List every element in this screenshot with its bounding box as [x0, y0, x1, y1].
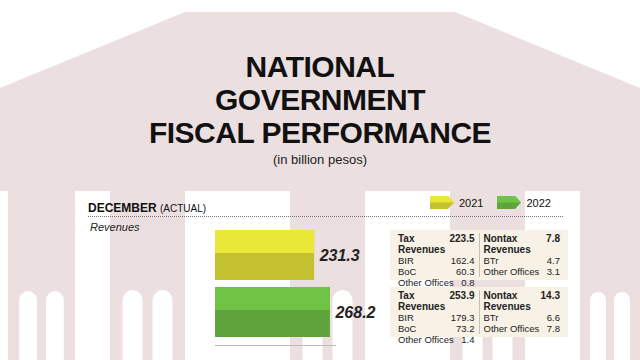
html-text:60.3: 60.3	[456, 266, 475, 277]
html-text:7.8: 7.8	[546, 323, 560, 334]
html-text:1.4: 1.4	[461, 334, 475, 345]
html-text:2022: 2022	[526, 196, 551, 209]
html-text:BIR: BIR	[398, 312, 414, 323]
html-text:253.9: 253.9	[449, 290, 475, 301]
svg-text:268.2: 268.2	[334, 304, 375, 321]
html-text:73.2: 73.2	[456, 323, 475, 334]
html-text:BIR: BIR	[398, 255, 414, 266]
html-text:14.3: 14.3	[540, 290, 560, 301]
html-text:BTr: BTr	[483, 312, 499, 323]
html-text:162.4: 162.4	[450, 255, 475, 266]
html-text:BoC: BoC	[398, 266, 417, 277]
svg-text:231.3: 231.3	[319, 247, 360, 264]
html-text:Revenues: Revenues	[90, 221, 140, 233]
html-text:6.6: 6.6	[546, 312, 560, 323]
html-text:NATIONAL GOVERNMENT FISCAL PER: NATIONAL GOVERNMENT FISCAL PERFORMANCE	[148, 50, 492, 149]
html-text:2021: 2021	[459, 196, 484, 209]
html-text:DECEMBER(ACTUAL): DECEMBER(ACTUAL)	[88, 201, 207, 215]
html-text:179.3: 179.3	[450, 312, 475, 323]
html-text:(in billion pesos): (in billion pesos)	[273, 152, 367, 167]
html-text:BoC: BoC	[398, 323, 417, 334]
html-text:Other Offices: Other Offices	[398, 277, 454, 288]
html-text:4.7: 4.7	[546, 255, 560, 266]
html-text:7.8: 7.8	[546, 233, 560, 244]
html-text:Tax Revenues: Tax Revenues	[398, 233, 446, 255]
html-text:Other Offices: Other Offices	[483, 323, 540, 334]
html-text:Nontax Revenues: Nontax Revenues	[483, 233, 531, 255]
html-text:Other Offices: Other Offices	[398, 334, 454, 345]
html-text:Other Offices: Other Offices	[483, 266, 540, 277]
html-text:Nontax Revenues: Nontax Revenues	[483, 290, 531, 312]
html-text:223.5: 223.5	[449, 233, 475, 244]
html-text:0.8: 0.8	[461, 277, 475, 288]
html-text:Tax Revenues: Tax Revenues	[398, 290, 446, 312]
html-text:BTr: BTr	[483, 255, 499, 266]
html-text:3.1: 3.1	[546, 266, 560, 277]
